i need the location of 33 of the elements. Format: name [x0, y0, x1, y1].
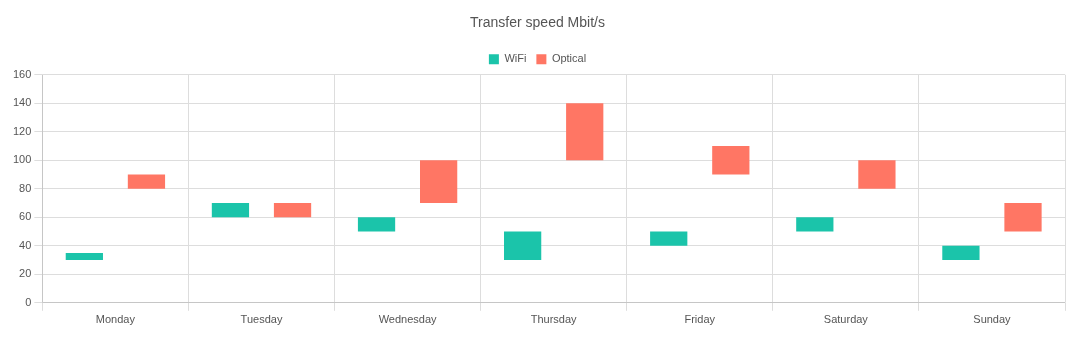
y-tick-label: 80: [19, 181, 32, 194]
y-tick-label: 100: [12, 153, 32, 166]
bar: [357, 217, 396, 232]
legend-label: Optical: [551, 52, 587, 65]
y-tick-label: 60: [19, 210, 32, 223]
bar: [858, 160, 896, 189]
bar: [1004, 203, 1042, 232]
y-tick-label: 120: [12, 124, 32, 137]
bar: [504, 231, 542, 261]
legend-label: WiFi: [504, 52, 527, 65]
bar: [712, 146, 750, 175]
bar: [650, 231, 688, 246]
bar: [65, 252, 103, 261]
x-tick-label: Sunday: [973, 313, 1012, 326]
bar: [796, 217, 834, 232]
bar: [211, 203, 250, 218]
bar: [420, 160, 458, 204]
bar: [566, 103, 604, 161]
y-tick-label: 20: [19, 267, 32, 280]
bar: [273, 203, 312, 218]
x-tick-label: Tuesday: [240, 313, 283, 326]
y-tick-label: 140: [12, 96, 32, 109]
bar: [127, 174, 166, 189]
y-tick-label: 160: [12, 67, 32, 80]
y-tick-label: 0: [25, 295, 32, 308]
x-tick-label: Wednesday: [378, 313, 438, 326]
chart-title: Transfer speed Mbit/s: [470, 14, 605, 31]
x-tick-label: Monday: [95, 313, 136, 326]
x-tick-label: Thursday: [530, 313, 578, 326]
x-tick-label: Saturday: [823, 313, 869, 326]
x-tick-label: Friday: [684, 313, 716, 326]
y-tick-label: 40: [19, 238, 32, 251]
bar: [942, 245, 980, 261]
